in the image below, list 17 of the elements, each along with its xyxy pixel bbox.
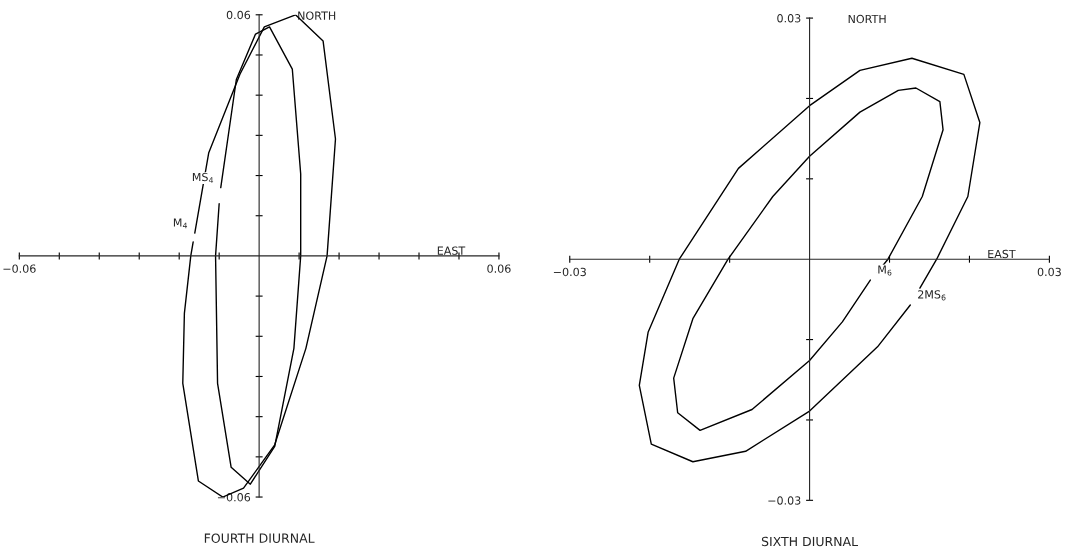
x-axis-title: EAST bbox=[988, 249, 1016, 259]
y-axis-title: NORTH bbox=[848, 14, 886, 24]
series-label: M$_{6}$ bbox=[878, 265, 892, 276]
line-series bbox=[672, 87, 944, 432]
series-label: MS$_{4}$ bbox=[192, 172, 214, 183]
x-tick-label: 0.03 bbox=[1037, 267, 1061, 277]
line-series bbox=[214, 26, 302, 485]
x-tick-label: −0.06 bbox=[3, 264, 36, 273]
x-axis-title: EAST bbox=[437, 246, 466, 255]
text: FOURTH DIURNAL bbox=[204, 533, 315, 543]
y-axis-title: NORTH bbox=[298, 11, 336, 20]
line-series bbox=[638, 57, 981, 463]
text: SIXTH DIURNAL bbox=[761, 536, 858, 547]
x-tick-label: −0.03 bbox=[553, 267, 586, 277]
series-label: M$_{4}$ bbox=[173, 218, 188, 229]
x-tick-label: 0.06 bbox=[487, 264, 511, 273]
series-label: 2MS$_{6}$ bbox=[918, 290, 946, 301]
